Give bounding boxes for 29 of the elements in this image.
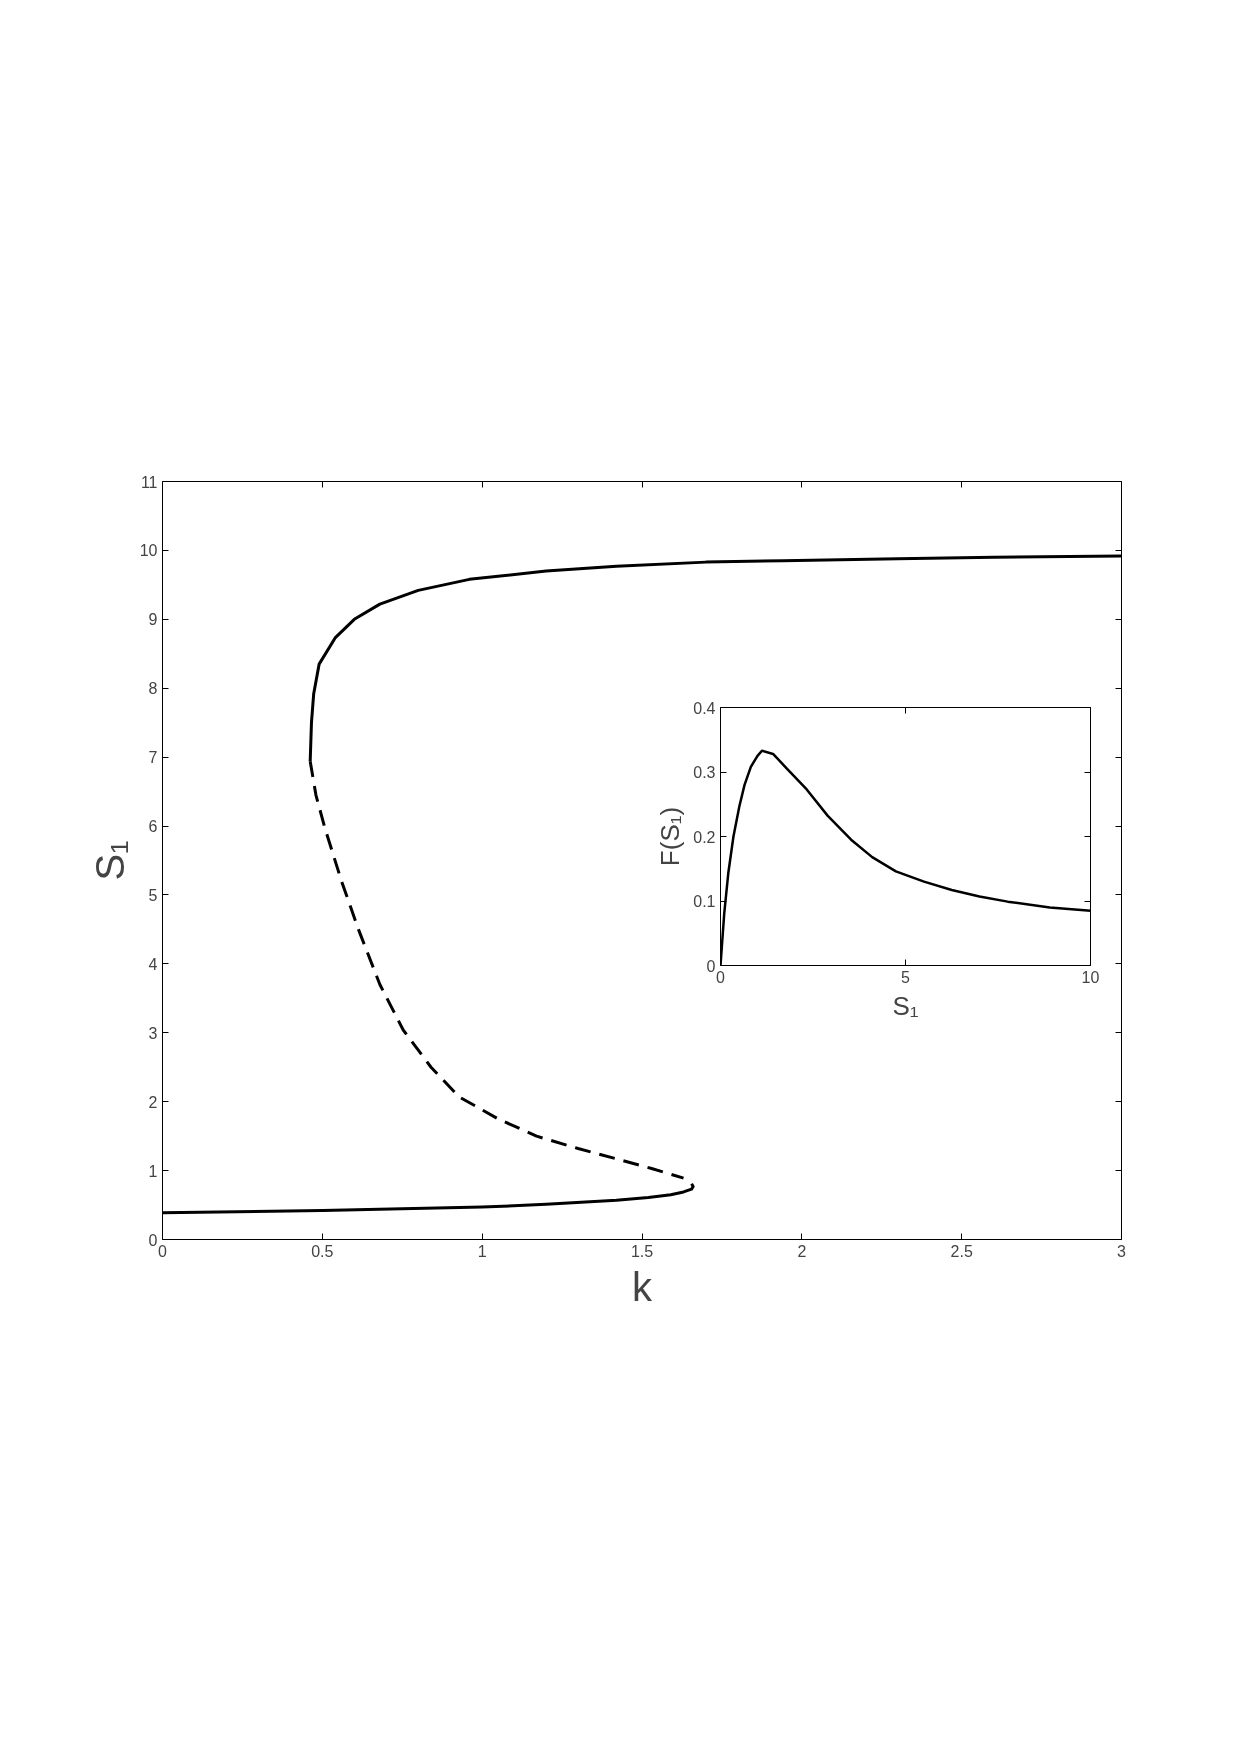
y-tick-label: 6	[148, 818, 158, 836]
y-tick-label: 0.1	[693, 893, 716, 910]
x-tick-label: 2.5	[950, 1242, 973, 1260]
y-tick-label: 5	[148, 886, 158, 904]
y-axis-title: S₁	[87, 840, 132, 881]
y-tick-label: 4	[148, 955, 158, 973]
y-tick-label: 7	[148, 749, 158, 767]
x-axis-title: k	[632, 1264, 653, 1309]
y-tick-label: 0.4	[693, 699, 716, 717]
x-tick-label: 1.5	[630, 1242, 654, 1260]
y-tick-label: 10	[139, 542, 158, 560]
x-tick-label: 2	[797, 1242, 807, 1260]
x-tick-label: 3	[1117, 1242, 1127, 1260]
x-tick-label: 10	[1081, 968, 1100, 986]
x-tick-label: 0.5	[311, 1242, 334, 1260]
y-tick-label: 0	[148, 1231, 158, 1249]
y-tick-label: 11	[140, 473, 158, 491]
y-tick-label: 0.2	[693, 828, 716, 846]
y-tick-label: 8	[148, 680, 158, 698]
y-tick-label: 2	[148, 1093, 158, 1111]
y-tick-label: 1	[148, 1162, 158, 1180]
y-tick-label: 0.3	[693, 764, 716, 781]
y-tick-label: 9	[148, 611, 158, 629]
x-tick-label: 1	[477, 1242, 487, 1260]
y-tick-label: 3	[148, 1024, 158, 1042]
x-axis-title: S₁	[892, 990, 919, 1021]
y-tick-label: 0	[706, 957, 716, 975]
x-tick-label: 5	[901, 968, 911, 986]
y-axis-title: F(S₁)	[655, 806, 686, 867]
